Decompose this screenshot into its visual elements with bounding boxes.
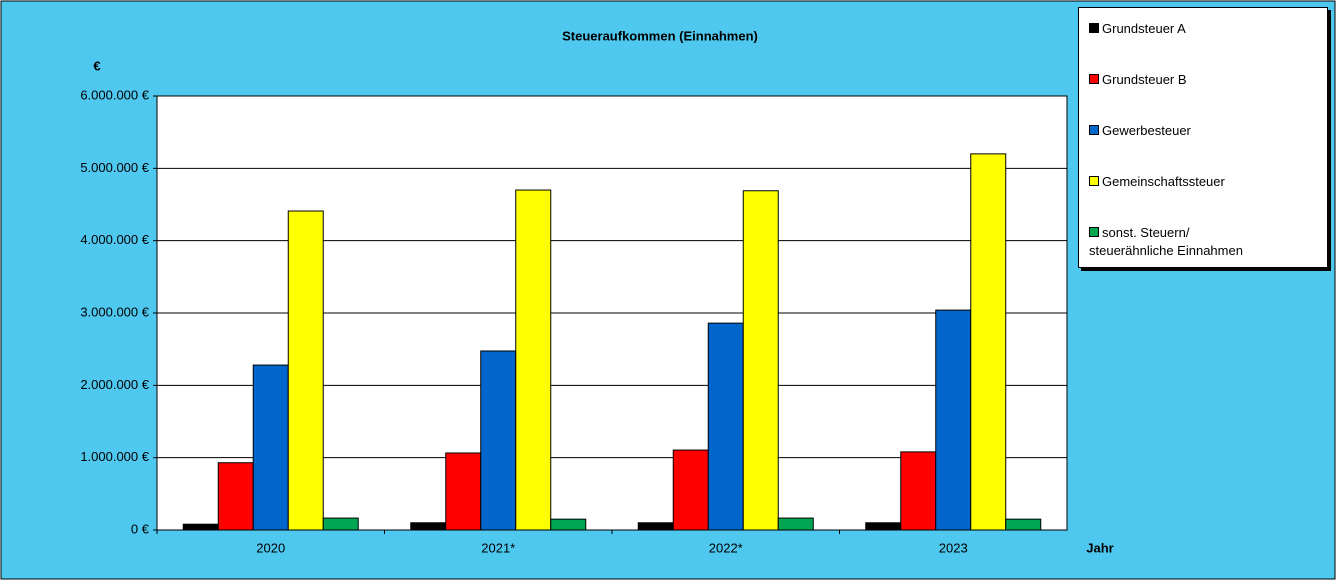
bar: [410, 522, 447, 531]
bar: [252, 364, 289, 531]
bar: [480, 350, 517, 531]
legend-swatch: [1089, 74, 1099, 84]
legend-swatch: [1089, 176, 1099, 186]
bar: [900, 451, 937, 531]
y-tick-label: 1.000.000 €: [80, 449, 149, 464]
bar: [935, 309, 972, 531]
legend-item: Gemeinschaftssteuer: [1089, 173, 1225, 191]
bar: [182, 523, 219, 531]
legend-item: Grundsteuer B: [1089, 71, 1187, 89]
legend-item: sonst. Steuern/ steuerähnliche Einnahmen: [1089, 224, 1243, 260]
legend-label: Grundsteuer B: [1102, 72, 1187, 87]
bar: [865, 522, 902, 531]
legend-label: Grundsteuer A: [1102, 21, 1186, 36]
chart-title: Steueraufkommen (Einnahmen): [562, 28, 758, 43]
bar: [287, 210, 324, 531]
x-tick-label: 2020: [256, 540, 285, 555]
bar: [742, 190, 779, 531]
legend: Grundsteuer A Grundsteuer B Gewerbesteuer G…: [1078, 7, 1328, 268]
y-axis-label: €: [93, 58, 100, 73]
bar: [1005, 518, 1042, 531]
x-tick-label: 2021*: [481, 540, 515, 555]
bar: [515, 189, 552, 531]
bar: [707, 322, 744, 531]
bar: [217, 462, 254, 531]
y-tick-label: 3.000.000 €: [80, 304, 149, 319]
bar: [970, 153, 1007, 531]
y-tick-label: 2.000.000 €: [80, 377, 149, 392]
x-tick-label: 2022*: [709, 540, 743, 555]
legend-label: sonst. Steuern/ steuerähnliche Einnahmen: [1089, 225, 1243, 258]
y-tick-label: 0 €: [131, 521, 150, 536]
legend-label: Gewerbesteuer: [1102, 123, 1191, 138]
bar: [672, 449, 709, 531]
bar: [777, 517, 814, 531]
bar: [550, 518, 587, 531]
legend-swatch: [1089, 23, 1099, 33]
legend-swatch: [1089, 125, 1099, 135]
bar: [445, 452, 482, 531]
y-tick-label: 5.000.000 €: [80, 160, 149, 175]
x-tick-label: 2023: [939, 540, 968, 555]
y-tick-label: 4.000.000 €: [80, 232, 149, 247]
legend-swatch: [1089, 227, 1099, 237]
legend-item: Grundsteuer A: [1089, 20, 1186, 38]
bar: [637, 522, 674, 531]
x-axis-label: Jahr: [1086, 540, 1113, 555]
legend-label: Gemeinschaftssteuer: [1102, 174, 1225, 189]
legend-item: Gewerbesteuer: [1089, 122, 1191, 140]
y-tick-label: 6.000.000 €: [80, 87, 149, 102]
bar: [322, 517, 359, 531]
